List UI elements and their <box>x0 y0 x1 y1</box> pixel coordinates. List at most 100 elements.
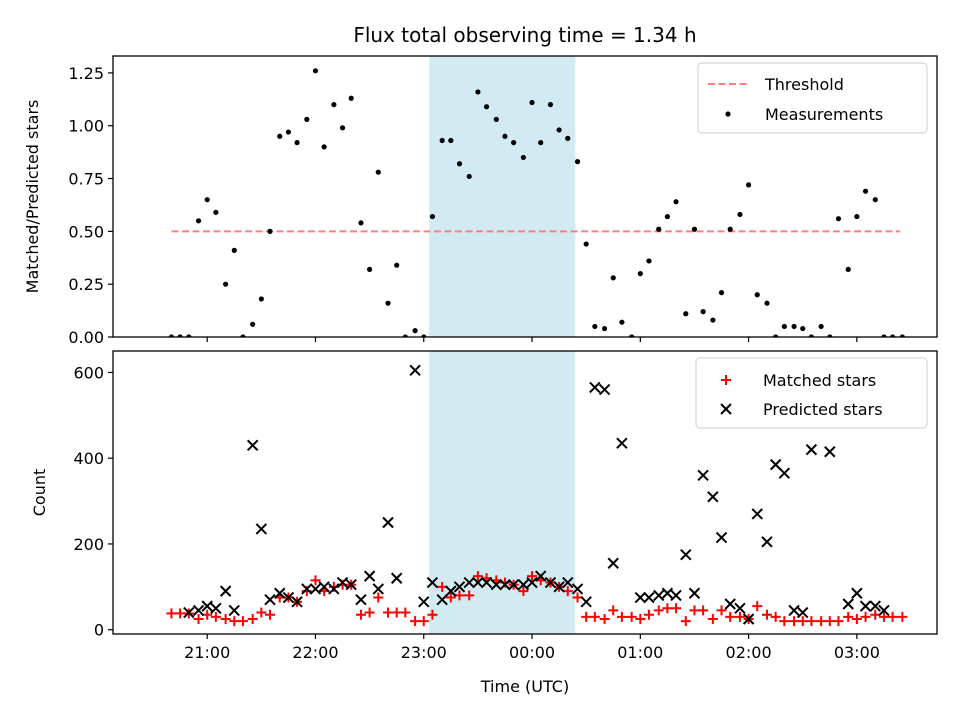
predicted-star-point <box>246 439 259 452</box>
x-tick-label: 00:00 <box>509 643 555 662</box>
matched-star-point <box>364 607 375 618</box>
x-tick-label: 23:00 <box>401 643 447 662</box>
predicted-star-point <box>328 583 340 595</box>
predicted-star-point <box>734 602 746 614</box>
predicted-star-point <box>526 576 538 589</box>
predicted-star-point <box>301 583 313 595</box>
measurement-point <box>683 311 689 317</box>
measurement-point <box>835 216 842 222</box>
matched-star-point <box>789 616 800 627</box>
matched-star-point <box>878 611 889 622</box>
matched-star-point <box>166 608 177 619</box>
predicted-star-point <box>680 548 692 561</box>
predicted-star-point <box>544 576 557 589</box>
predicted-star-point <box>219 585 232 597</box>
measurement-point <box>791 323 797 330</box>
x-axis-label: Time (UTC) <box>480 677 569 696</box>
predicted-star-point <box>490 578 503 591</box>
predicted-star-point <box>274 587 286 599</box>
y-tick-label: 600 <box>73 363 104 382</box>
matched-star-point <box>616 611 627 622</box>
matched-star-point <box>762 609 773 620</box>
measurement-point <box>781 323 787 330</box>
matched-star-point <box>383 607 394 618</box>
predicted-star-point <box>382 516 394 529</box>
measurement-point <box>385 300 391 306</box>
measurement-point <box>854 213 860 220</box>
legend-threshold-label: Threshold <box>764 75 844 94</box>
predicted-star-point <box>778 467 791 479</box>
matched-star-point <box>806 616 817 627</box>
matched-star-point <box>860 611 871 622</box>
measurement-point <box>223 281 229 287</box>
predicted-star-point <box>291 596 303 608</box>
matched-star-point <box>689 605 700 616</box>
measurement-point <box>538 140 544 146</box>
predicted-star-point <box>797 606 809 619</box>
predicted-star-point <box>769 458 782 471</box>
measurement-point <box>456 161 463 167</box>
observing-window-band <box>429 56 576 337</box>
y-tick-label: 0 <box>94 621 104 640</box>
measurement-point <box>475 89 481 95</box>
measurement-point <box>258 296 264 302</box>
predicted-star-point <box>210 602 222 614</box>
legend-box <box>695 357 928 429</box>
matched-star-point <box>229 616 240 627</box>
top-panel: 0.00 0.25 0.50 0.75 1.00 1.25 Matched/Predicte… <box>23 55 938 347</box>
predicted-star-point <box>426 576 439 589</box>
measurement-point <box>483 104 490 110</box>
measurement-point <box>764 300 770 306</box>
measurement-point <box>348 95 354 101</box>
measurement-point <box>321 144 327 150</box>
matched-star-point <box>824 616 835 627</box>
measurement-point <box>610 275 616 281</box>
legend-matched-swatch <box>721 375 731 385</box>
matched-star-point <box>752 601 763 612</box>
axes-frame <box>112 55 938 338</box>
measurement-point <box>800 325 806 332</box>
y-axis-label: Count <box>30 469 49 517</box>
matched-star-point <box>373 592 384 603</box>
predicted-star-point <box>742 613 755 625</box>
predicted-star-point <box>436 593 448 606</box>
measurement-point <box>375 169 381 175</box>
measurement-point <box>601 325 608 332</box>
matched-star-point <box>635 613 646 624</box>
matched-star-point <box>247 613 258 624</box>
matched-star-point <box>851 613 862 624</box>
predicted-star-point <box>634 591 647 604</box>
matched-star-point <box>698 605 709 616</box>
predicted-star-point <box>463 576 475 589</box>
predicted-star-point <box>661 587 674 599</box>
legend-matched-label: Matched stars <box>763 371 876 390</box>
matched-star-point <box>210 611 221 622</box>
matched-star-point <box>680 616 691 627</box>
measurement-point <box>583 241 589 247</box>
predicted-star-point <box>707 491 719 503</box>
measurement-point <box>700 309 706 315</box>
predicted-star-point <box>571 583 584 595</box>
measurement-point <box>367 266 373 272</box>
legend-measurements-swatch <box>725 111 731 117</box>
measurement-point <box>754 292 760 298</box>
measurement-point <box>619 319 625 325</box>
matched-star-point <box>237 616 248 627</box>
x-tick-label: 22:00 <box>292 643 338 662</box>
predicted-star-point <box>445 585 457 597</box>
y-tick-label: 0.00 <box>68 328 104 347</box>
matched-star-point <box>472 571 483 582</box>
legend: Matched stars Predicted stars <box>695 357 928 429</box>
matched-star-point <box>220 613 231 624</box>
y-tick-label: 200 <box>73 535 104 554</box>
predicted-star-point <box>670 589 682 602</box>
matched-star-point <box>671 603 682 614</box>
measurement-point <box>448 137 454 144</box>
predicted-star-point <box>318 581 330 593</box>
predicted-star-point <box>390 572 403 584</box>
matched-star-point <box>626 611 637 622</box>
x-tick-label: 21:00 <box>184 643 230 662</box>
legend-measurements-label: Measurements <box>765 105 883 124</box>
measurement-point <box>412 328 418 334</box>
y-tick-label: 1.00 <box>68 117 104 136</box>
